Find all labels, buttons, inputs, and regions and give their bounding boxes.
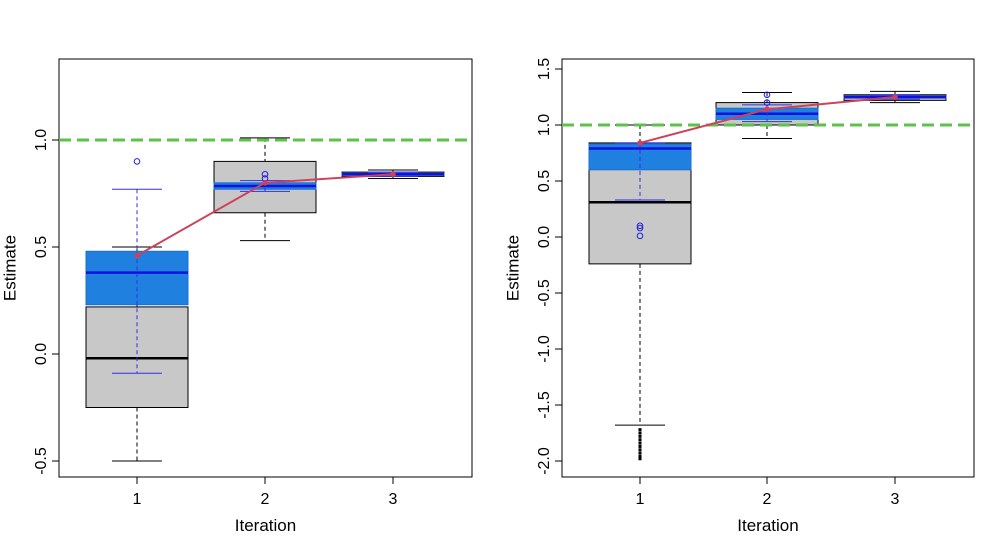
y-tick-label: 0.5 <box>33 236 50 258</box>
y-tick-label: -1.0 <box>536 335 553 363</box>
x-tick-label: 1 <box>636 491 645 508</box>
x-axis-label: Iteration <box>235 516 296 535</box>
blue-outlier <box>636 224 644 232</box>
plot-area <box>562 90 974 461</box>
blue-outlier <box>261 170 269 178</box>
blue-outlier <box>763 91 771 99</box>
right-panel: -2.0 -1.5 -1.0 -0.5 0.0 0.5 1.0 1.5 1 2 3 Iteration… <box>503 58 975 535</box>
left-panel: -0.5 0.0 0.5 1.0 1 2 3 Iteration Estimate <box>0 58 473 535</box>
grey-outlier <box>638 457 642 461</box>
blue-outlier <box>133 158 141 165</box>
y-tick-label: -0.5 <box>33 447 50 475</box>
grey-outlier <box>638 451 642 455</box>
y-tick-label: 1.5 <box>536 58 553 80</box>
y-axis-label: Estimate <box>0 235 19 301</box>
x-tick-label: 2 <box>261 491 270 508</box>
trend-point <box>892 94 898 100</box>
blue-outlier <box>636 222 644 230</box>
trend-point <box>390 171 396 178</box>
trend-point <box>637 140 643 146</box>
x-tick-label: 2 <box>763 491 772 508</box>
grey-outlier <box>638 441 642 445</box>
trend-point <box>134 252 140 259</box>
y-tick-label: -1.5 <box>536 391 553 419</box>
y-tick-label: 0.5 <box>536 170 553 192</box>
y-tick-label: 0.0 <box>536 226 553 248</box>
y-tick-label: -0.5 <box>536 279 553 307</box>
grey-outlier <box>638 431 642 435</box>
x-tick-label: 3 <box>389 491 398 508</box>
x-tick-label: 1 <box>133 491 142 508</box>
trend-point <box>262 180 268 186</box>
y-tick-label: 0.0 <box>33 343 50 365</box>
trend-point <box>764 106 770 113</box>
y-tick-label: 1.0 <box>33 129 50 151</box>
grey-outlier <box>638 448 642 452</box>
grey-outlier <box>638 444 642 448</box>
grey-outlier <box>638 455 642 459</box>
x-tick-label: 3 <box>891 491 900 508</box>
grey-outlier <box>638 438 642 442</box>
grey-outlier <box>638 434 642 438</box>
y-tick-label: 1.0 <box>536 114 553 136</box>
y-tick-label: -2.0 <box>536 447 553 475</box>
x-axis-label: Iteration <box>737 516 798 535</box>
blue-outlier <box>636 232 644 240</box>
plot-area <box>59 137 472 462</box>
y-axis-label: Estimate <box>503 235 522 301</box>
blue-outlier <box>763 99 771 106</box>
grey-outlier <box>638 428 642 432</box>
